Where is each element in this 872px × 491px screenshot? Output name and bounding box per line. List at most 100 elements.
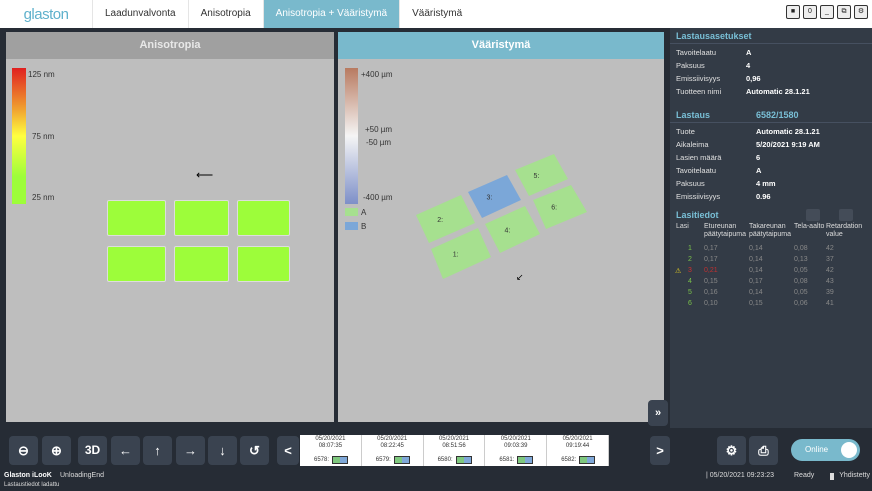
table-cell: 0,15 (749, 300, 763, 307)
load-thumbnail (393, 456, 410, 464)
columns-view-icon[interactable] (806, 209, 820, 221)
info-value: 4 mm (756, 179, 776, 188)
timeline-date: 05/20/2021 (438, 436, 469, 442)
glass-pane[interactable] (237, 200, 290, 236)
anisotropy-panel: Anisotropia 125 nm 75 nm 25 nm ⟵ (6, 32, 334, 422)
glass-pane[interactable] (485, 206, 540, 253)
legend-a-label: A (361, 208, 367, 217)
table-cell: 0,17 (749, 278, 763, 285)
status-message: Lastaustiedot ladattu (4, 482, 60, 488)
info-value: 4 (746, 61, 751, 70)
glass-pane[interactable] (416, 195, 475, 243)
panel-title: Vääristymä (338, 32, 664, 59)
section-title: Lasitiedot (676, 210, 719, 220)
zoom-in-button[interactable]: ⊕ (42, 436, 71, 465)
info-icon[interactable]: 0 (803, 5, 817, 19)
ready-status: Ready (794, 472, 815, 479)
timeline-item[interactable]: 05/20/2021 08:22:45 6579: (362, 435, 424, 466)
table-cell: 0,16 (704, 289, 718, 296)
online-label: Online (805, 445, 829, 454)
info-key: Lasien määrä (676, 153, 722, 162)
info-value: 0,96 (746, 74, 761, 83)
timeline-item[interactable]: 05/20/2021 09:03:39 6581: (485, 435, 548, 466)
table-cell: 0,21 (704, 267, 718, 274)
print-button[interactable]: ⎙ (749, 436, 778, 465)
load-timeline: 05/20/2021 08:07:35 6578: 05/20/2021 08:22:4… (300, 435, 609, 466)
timeline-next-button[interactable]: > (650, 436, 670, 465)
info-key: Paksuus (676, 61, 705, 70)
info-row: Tuotteen nimi Automatic 28.1.21 (670, 85, 872, 98)
info-key: Tuotteen nimi (676, 87, 722, 96)
glass-number: 4 (688, 278, 692, 285)
info-value: 6 (756, 153, 761, 162)
distortion-color-scale (345, 68, 358, 204)
glass-pane[interactable] (174, 246, 229, 282)
glass-pane[interactable] (174, 200, 229, 236)
timeline-item[interactable]: 05/20/2021 09:19:44 6582: (547, 435, 609, 466)
col-header: Lasi (676, 223, 689, 230)
table-cell: 0,17 (704, 256, 718, 263)
timeline-prev-button[interactable]: < (277, 436, 299, 465)
rows-view-icon[interactable] (839, 209, 853, 221)
online-toggle[interactable]: Online (791, 439, 860, 461)
glass-number: 6 (688, 300, 692, 307)
scale-label: +400 µm (361, 70, 393, 79)
table-row[interactable]: 3 ⚠ 0,21 0,14 0,05 42 (675, 265, 872, 276)
timeline-item[interactable]: 05/20/2021 08:51:56 6580: (424, 435, 486, 466)
info-value: Automatic 28.1.21 (756, 127, 820, 136)
table-cell: 0,17 (704, 245, 718, 252)
arrow-left-button[interactable]: ← (111, 436, 140, 465)
tab-vaaristyma[interactable]: Vääristymä (399, 0, 474, 28)
glass-label: 4: (505, 227, 511, 234)
expand-panel-button[interactable]: » (648, 400, 668, 426)
close-icon[interactable]: ⚙ (854, 5, 868, 19)
timeline-time: 08:22:45 (380, 443, 404, 449)
info-value: 0.96 (756, 192, 771, 201)
info-key: Tuote (676, 127, 695, 136)
glass-pane[interactable] (431, 228, 491, 279)
glass-pane[interactable] (515, 154, 568, 196)
timeline-date: 05/20/2021 (500, 436, 531, 442)
table-cell: 0,15 (704, 278, 718, 285)
direction-arrow-icon: ⟵ (196, 168, 214, 182)
info-key: Emissiivisyys (676, 192, 721, 201)
table-cell: 42 (826, 245, 834, 252)
3d-button[interactable]: 3D (78, 436, 107, 465)
arrow-up-button[interactable]: ↑ (143, 436, 172, 465)
info-value: A (756, 166, 762, 175)
info-row: Aikaleima 5/20/2021 9:19 AM (670, 138, 872, 151)
glass-pane[interactable] (107, 246, 166, 282)
restore-icon[interactable]: ⧉ (837, 5, 851, 19)
info-value: A (746, 48, 752, 57)
tab-anisotropia[interactable]: Anisotropia (187, 0, 263, 28)
load-id: 6578: (314, 457, 330, 463)
table-row[interactable]: 2 0,17 0,14 0,13 37 (676, 254, 872, 265)
table-cell: 0,05 (794, 267, 808, 274)
table-cell: 42 (826, 267, 834, 274)
glass-pane[interactable] (107, 200, 166, 236)
info-row: Emissiivisyys 0.96 (670, 190, 872, 203)
arrow-right-button[interactable]: → (176, 436, 205, 465)
table-cell: 0,14 (749, 256, 763, 263)
glass-pane[interactable] (468, 175, 521, 218)
arrow-down-button[interactable]: ↓ (208, 436, 237, 465)
zoom-out-button[interactable]: ⊖ (9, 436, 38, 465)
table-row[interactable]: 1 0,17 0,14 0,08 42 (676, 243, 872, 254)
glass-pane[interactable] (533, 185, 587, 229)
table-row[interactable]: 6 0,10 0,15 0,06 41 (676, 298, 872, 309)
tab-anisotropia-vaaristyma[interactable]: Anisotropia + Vääristymä (262, 0, 400, 28)
screen-icon[interactable]: ■ (786, 5, 800, 19)
minimize-icon[interactable]: _ (820, 5, 834, 19)
table-row[interactable]: 4 0,15 0,17 0,08 43 (676, 276, 872, 287)
reset-rotation-button[interactable]: ↺ (240, 436, 269, 465)
scale-label: 75 nm (32, 132, 55, 141)
table-cell: 0,08 (794, 245, 808, 252)
timeline-item[interactable]: 05/20/2021 08:07:35 6578: (300, 435, 362, 466)
table-cell: 0,14 (749, 267, 763, 274)
tab-laadunvalvonta[interactable]: Laadunvalvonta (92, 0, 188, 28)
timeline-date: 05/20/2021 (562, 436, 593, 442)
info-value: 5/20/2021 9:19 AM (756, 140, 820, 149)
table-row[interactable]: 5 0,16 0,14 0,05 39 (676, 287, 872, 298)
settings-button[interactable]: ⚙ (717, 436, 746, 465)
glass-pane[interactable] (237, 246, 290, 282)
